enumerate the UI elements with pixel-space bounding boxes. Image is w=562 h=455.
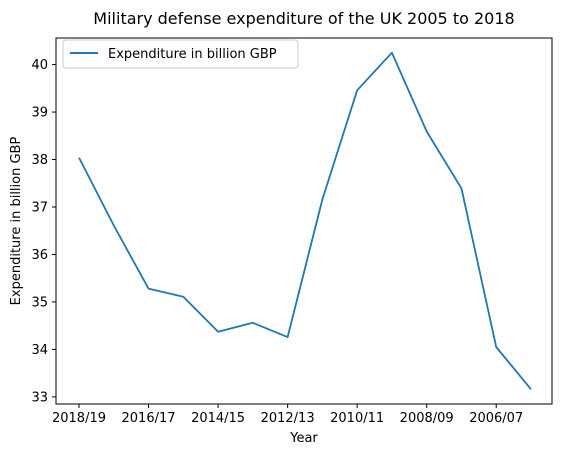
y-tick-label: 37 [31,200,48,215]
legend-box [62,39,299,69]
chart-title: Military defense expenditure of the UK 2… [93,9,514,28]
x-tick-label: 2014/15 [191,411,245,426]
x-axis-label: Year [289,431,318,446]
x-axis: 2018/19 2016/17 2014/15 2012/13 2010/11 2008/… [52,404,523,426]
y-axis-label: Expenditure in billion GBP [9,137,24,306]
series-line [78,51,532,390]
y-tick-label: 39 [31,106,48,121]
y-tick-label: 33 [31,390,48,405]
x-tick-label: 2008/09 [400,411,454,426]
x-tick-label: 2018/19 [52,411,106,426]
y-tick-label: 40 [31,58,48,73]
x-tick-label: 2016/17 [122,411,176,426]
y-axis: 33 34 35 36 37 38 39 40 [31,58,56,405]
y-tick-label: 38 [31,153,48,168]
y-tick-label: 35 [31,295,48,310]
legend: Expenditure in billion GBP [62,39,299,69]
legend-label: Expenditure in billion GBP [108,47,277,62]
x-tick-label: 2006/07 [469,411,523,426]
series-layer [78,51,532,390]
x-tick-label: 2010/11 [330,411,384,426]
y-tick-label: 36 [31,248,48,263]
x-tick-label: 2012/13 [261,411,315,426]
plot-frame [55,37,553,405]
y-tick-label: 34 [31,343,48,358]
